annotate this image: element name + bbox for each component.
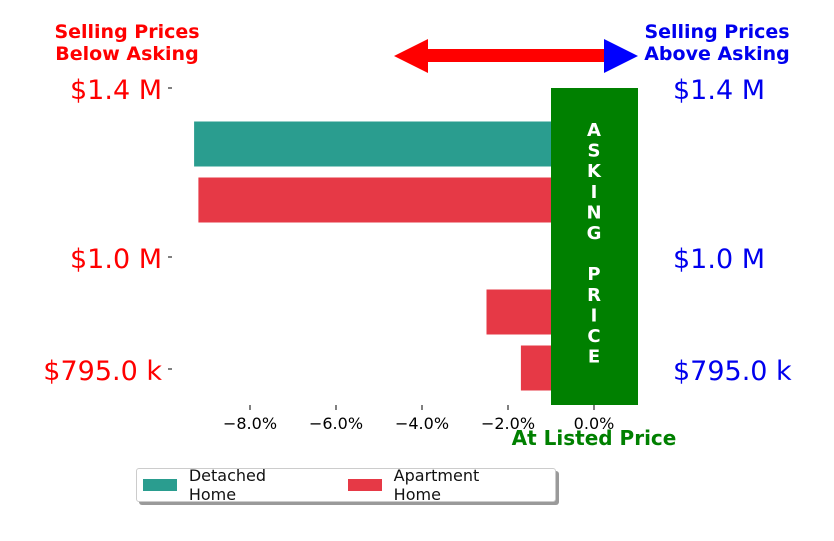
arrow-head-left <box>394 39 428 73</box>
band-letter-3: K <box>587 161 602 182</box>
x-tick-label-5: 0.0% <box>574 414 615 433</box>
band-letter-5: N <box>586 202 601 223</box>
x-tick-label-2: −6.0% <box>309 414 363 433</box>
arrow-shaft <box>426 49 606 62</box>
band-letter-2: S <box>588 141 601 162</box>
band-letter-11: C <box>587 326 600 347</box>
band-letter-1: A <box>587 120 601 141</box>
arrow-head-right <box>604 39 638 73</box>
header-right-line2: Above Asking <box>644 43 790 65</box>
x-tick-label-1: −8.0% <box>223 414 277 433</box>
legend-label-detached: Detached Home <box>188 466 267 504</box>
x-axis: −8.0% −6.0% −4.0% −2.0% 0.0% <box>223 405 614 433</box>
y-label-right-2: $1.0 M <box>673 244 765 275</box>
bar-apartment-2 <box>198 177 594 223</box>
y-label-right-3: $795.0 k <box>673 356 792 387</box>
band-letter-8: P <box>587 264 600 285</box>
y-label-left-1: $1.4 M <box>70 75 162 106</box>
band-letter-10: I <box>591 305 598 326</box>
y-label-left-2: $1.0 M <box>70 244 162 275</box>
band-letter-4: I <box>591 182 598 203</box>
legend-swatch-detached <box>143 479 177 491</box>
y-label-right-1: $1.4 M <box>673 75 765 106</box>
double-arrow-icon <box>394 39 638 73</box>
header-left-line1: Selling Prices <box>54 21 199 43</box>
band-letter-6: G <box>587 223 602 244</box>
x-tick-label-4: −2.0% <box>481 414 535 433</box>
band-letter-9: R <box>587 285 601 306</box>
bar-detached-1 <box>194 121 594 167</box>
band-letter-12: E <box>588 347 600 368</box>
legend-label-apartment: Apartment Home <box>393 466 480 504</box>
legend-item-detached: Detached Home <box>143 466 318 504</box>
legend-swatch-apartment <box>347 479 382 491</box>
header-right-line1: Selling Prices <box>644 21 789 43</box>
asking-price-band <box>551 88 638 405</box>
x-tick-label-3: −4.0% <box>395 414 449 433</box>
x-caption: At Listed Price <box>512 426 677 450</box>
header-left-line2: Below Asking <box>55 43 198 65</box>
y-label-left-3: $795.0 k <box>43 356 162 387</box>
legend-item-apartment: Apartment Home <box>347 466 531 504</box>
legend: Detached Home Apartment Home <box>136 466 556 504</box>
